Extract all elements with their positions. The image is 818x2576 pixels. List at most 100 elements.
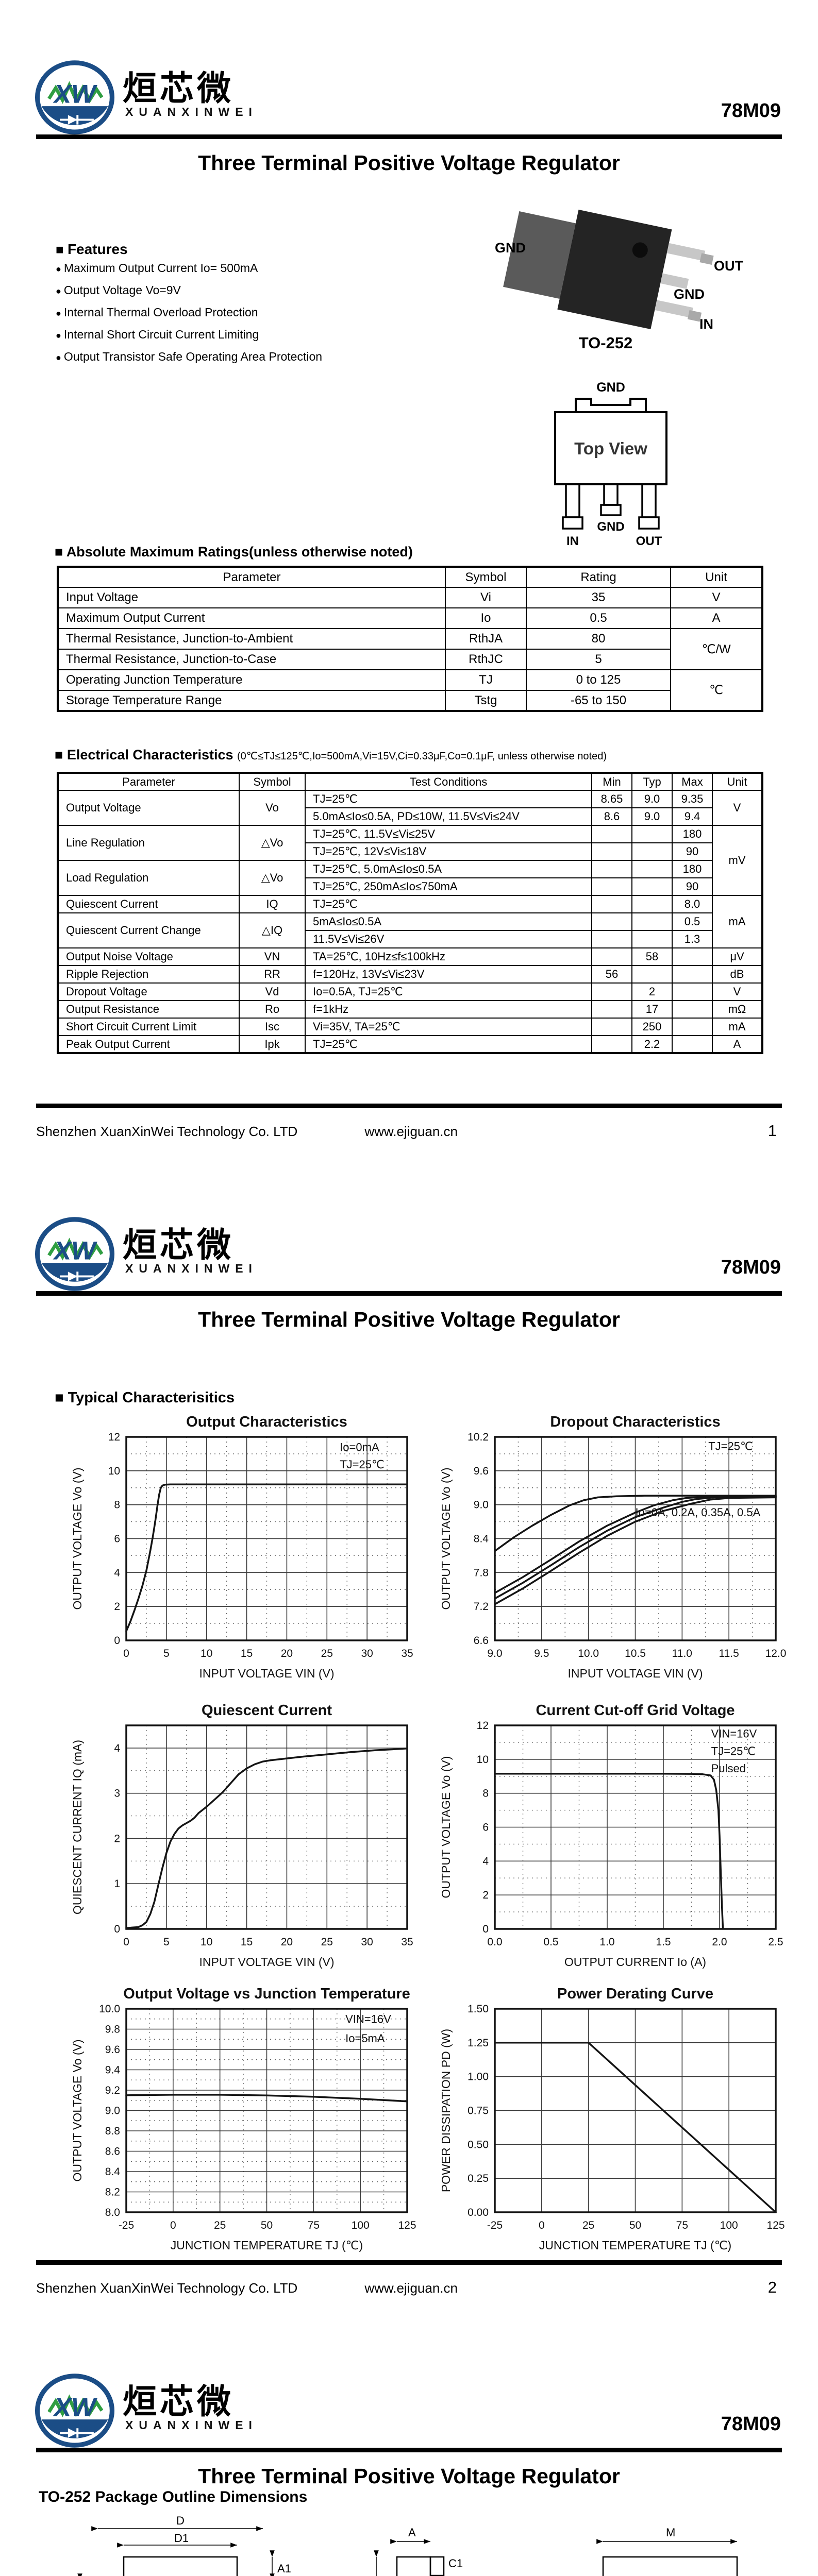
y-tick-label: 2 [482, 1889, 489, 1901]
x-tick-label: 15 [241, 1936, 253, 1948]
cell: 5mA≤Io≤0.5A [305, 912, 592, 931]
cell: 9.4 [672, 807, 713, 826]
cell [631, 895, 673, 913]
x-tick-label: 0 [539, 2219, 545, 2231]
elec-char-table: Parameter Symbol Test Conditions Min Typ Max U… [57, 772, 763, 1054]
topview-pin-out [641, 483, 657, 518]
x-tick-label: 35 [401, 1936, 413, 1948]
page-title: Three Terminal Positive Voltage Regulato… [198, 1308, 620, 1331]
cell: 0 to 125 [526, 669, 671, 691]
brand-chinese: 烜芯微 [123, 69, 234, 107]
package-hole [632, 242, 648, 258]
cell: A [712, 1035, 763, 1054]
x-tick-label: 20 [281, 1648, 293, 1659]
x-tick-label: 11.0 [672, 1648, 692, 1659]
cell: dB [712, 965, 763, 984]
y-tick-label: 10.2 [468, 1431, 489, 1443]
cell: TJ=25℃ [305, 1035, 592, 1054]
x-tick-label: 75 [308, 2219, 320, 2231]
x-tick-label: 0 [123, 1648, 129, 1659]
y-tick-label: 0 [114, 1635, 120, 1647]
y-tick-label: 10 [108, 1465, 120, 1477]
logo-letters: XW [53, 80, 97, 109]
cell: 9.35 [672, 790, 713, 808]
y-axis-label: OUTPUT VOLTAGE Vo (V) [439, 1467, 453, 1609]
cell: △IQ [239, 912, 306, 948]
brand-english: XUANXINWEI [125, 1262, 258, 1275]
footer-page-number: 2 [767, 2278, 777, 2296]
x-tick-label: 25 [214, 2219, 226, 2231]
cell: mΩ [712, 1000, 763, 1019]
y-axis-label: QUIESCENT CURRENT IQ (mA) [71, 1740, 84, 1914]
dim-label-C1: C1 [448, 2557, 463, 2570]
company-logo: XW [35, 60, 115, 134]
footer-website[interactable]: www.ejiguan.cn [364, 2280, 458, 2296]
outline-side-view: A C1 L L1 L2 C [374, 2526, 463, 2576]
table-row: Operating Junction Temperature TJ 0 to 125… [57, 669, 763, 711]
abs-max-heading: Absolute Maximum Ratings(unless otherwis… [55, 544, 413, 560]
cell [631, 842, 673, 861]
page-footer: Shenzhen XuanXinWei Technology Co. LTD w… [36, 1104, 782, 1140]
chart-quiescent-current: 0 5 10 15 20 25 30 35 0 1 2 3 4 Quiescent Current INPU… [71, 1702, 413, 1969]
cell: 8.6 [591, 807, 632, 826]
y-tick-label: 4 [114, 1742, 120, 1754]
header-cell: Symbol [239, 772, 306, 791]
topview-label-gnd-top: GND [596, 380, 625, 395]
x-tick-label: 1.0 [599, 1936, 614, 1948]
cell: μV [712, 947, 763, 966]
footer-company: Shenzhen XuanXinWei Technology Co. LTD [36, 1124, 298, 1139]
data-curve [494, 1495, 777, 1552]
cell: 180 [672, 825, 713, 843]
cell [591, 982, 632, 1001]
x-tick-label: 2.0 [712, 1936, 727, 1948]
table-row: Output Voltage Vo TJ=25℃ 8.65 9.0 9.35 V [57, 790, 763, 826]
x-tick-label: 100 [720, 2219, 738, 2231]
y-tick-label: 9.0 [105, 2105, 120, 2117]
package-tab [503, 211, 576, 299]
brand-chinese: 烜芯微 [123, 2382, 234, 2420]
cell: mA [712, 1018, 763, 1036]
x-axis-label: INPUT VOLTAGE VIN (V) [199, 1955, 335, 1969]
y-tick-label: 9.8 [105, 2024, 120, 2036]
chart-annotation: VIN=16V [711, 1727, 757, 1740]
dim-label-A1: A1 [277, 2562, 291, 2575]
footer-website[interactable]: www.ejiguan.cn [364, 1124, 458, 1139]
y-axis-label: OUTPUT VOLTAGE Vo (V) [439, 1756, 453, 1898]
outline-front-view: D D1 Φ E A1 B b e e1 [77, 2514, 291, 2576]
header-cell: Min [591, 772, 632, 791]
y-axis-label: OUTPUT VOLTAGE Vo (V) [71, 1467, 84, 1609]
cell: 250 [631, 1018, 673, 1036]
cell: Storage Temperature Range [57, 690, 446, 711]
feature-item: Internal Short Circuit Current Limiting [56, 324, 458, 346]
dim-label-D: D [176, 2514, 185, 2527]
cell: 8.65 [591, 790, 632, 808]
cell: 0.5 [526, 607, 671, 629]
x-tick-label: 30 [361, 1936, 373, 1948]
cell [672, 1000, 713, 1019]
footer-rule [36, 2260, 782, 2265]
data-curve [494, 2042, 777, 2213]
cell [591, 1018, 632, 1036]
x-axis-label: OUTPUT CURRENT Io (A) [564, 1955, 706, 1969]
chart-annotation: TJ=25℃ [340, 1458, 384, 1471]
cell: Tstg [445, 690, 527, 711]
page-1: XW 烜芯微 XUANXINWEI 78M09 Three Terminal P… [0, 0, 818, 1157]
y-tick-label: 0.00 [468, 2207, 489, 2218]
y-tick-label: 0.25 [468, 2173, 489, 2184]
cell: TJ=25℃, 5.0mA≤Io≤0.5A [305, 860, 592, 878]
company-logo: XW [35, 2374, 115, 2448]
table-row: Thermal Resistance, Junction-to-Ambient R… [57, 628, 763, 670]
cell: Load Regulation [57, 860, 240, 896]
y-tick-label: 9.4 [105, 2064, 121, 2076]
cell: Vo [239, 790, 306, 826]
data-curve [494, 1496, 777, 1600]
page-footer: Shenzhen XuanXinWei Technology Co. LTD w… [36, 2260, 782, 2297]
brand-english: XUANXINWEI [125, 2418, 258, 2432]
header-cell: Parameter [57, 566, 446, 588]
table-row: TJ=25℃, 12V≤Vi≤18V 90 [58, 842, 762, 861]
cell: Io [445, 607, 527, 629]
x-tick-label: 75 [676, 2219, 688, 2231]
cell: A [670, 607, 763, 629]
package-outline-drawing: D D1 Φ E A1 B b e e1 [77, 2514, 738, 2576]
table-row: Short Circuit Current Limit Isc Vi=35V, TA… [57, 1018, 763, 1036]
